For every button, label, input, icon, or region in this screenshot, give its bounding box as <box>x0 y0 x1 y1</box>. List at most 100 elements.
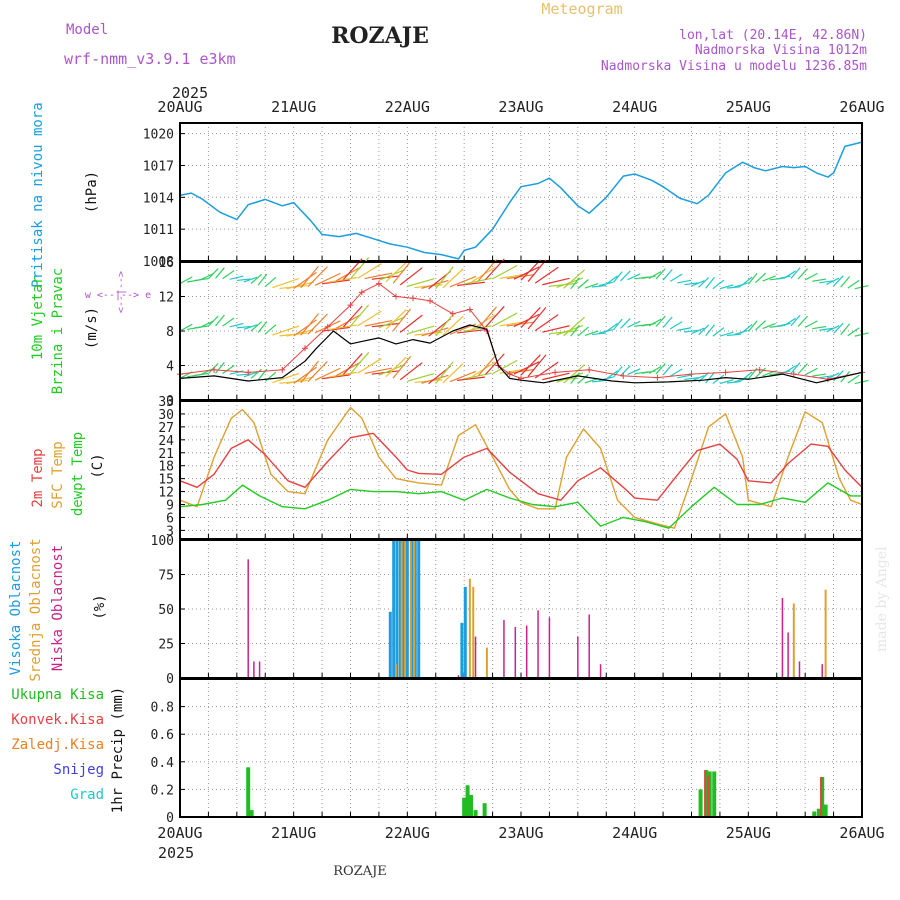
cloud-ytick: 25 <box>158 638 174 653</box>
wind-arrow <box>605 370 618 380</box>
wind-arrow <box>819 327 834 331</box>
wind-arrow <box>264 324 277 335</box>
wind-arrow <box>442 363 464 384</box>
pressure-ytick: 1011 <box>143 223 174 238</box>
wind-arrow <box>812 325 827 330</box>
low-cloud-bar <box>787 632 789 678</box>
mid-cloud-bar <box>394 664 397 678</box>
wind-arrow <box>563 269 586 289</box>
wind-arrow <box>229 322 244 328</box>
wind-arrow <box>833 275 844 287</box>
precip-unit: 1hr Precip (mm) <box>110 687 126 813</box>
wind-arrow <box>755 320 767 331</box>
total-precip-bar <box>249 810 254 817</box>
wind-arrow <box>364 320 393 327</box>
temp-ytick: 24 <box>158 434 174 449</box>
gust-marker <box>552 369 559 376</box>
wind-arrow <box>215 362 225 374</box>
wind-arrow <box>662 269 673 281</box>
model-label: Model <box>66 22 108 38</box>
low-cloud-bar <box>781 597 784 678</box>
gust-marker <box>790 371 797 378</box>
total-precip-bar <box>712 771 717 817</box>
wind-arrow <box>399 314 423 333</box>
gust-marker <box>620 372 627 379</box>
total-precip-bar <box>812 811 817 817</box>
wind-arrow <box>385 356 407 378</box>
high-cloud-bar <box>399 540 403 678</box>
wind-arrow <box>599 329 613 334</box>
compass-vertical-label: <--|--> <box>116 271 127 313</box>
wind-arrow <box>207 268 219 280</box>
high-cloud-bar <box>460 622 464 678</box>
wind-arrow <box>456 329 485 334</box>
wind-arrow <box>449 275 477 288</box>
compass-label: w <--|--> e <box>85 290 151 301</box>
total-precip-bar <box>482 803 487 817</box>
wind-arrow <box>783 270 796 279</box>
wind-arrow <box>740 323 753 334</box>
wind-arrow <box>506 368 535 375</box>
cloud-ylabel-c: Niska Oblacnost <box>50 545 66 671</box>
precip-legend-snow: Snijeg <box>53 762 104 778</box>
wind-arrow <box>378 316 406 329</box>
wind-arrow <box>847 279 860 289</box>
wind-arrow <box>797 315 808 327</box>
cloud-ytick: 0 <box>166 672 174 687</box>
wind-unit: (m/s) <box>84 307 100 349</box>
wind-arrow <box>542 372 570 381</box>
model-elevation-label: Nadmorska Visina u modelu 1236.85m <box>601 59 867 74</box>
gust-marker <box>427 297 434 304</box>
wind-speed-line <box>179 324 863 384</box>
wind-arrow <box>847 374 860 384</box>
total-precip-bar <box>698 789 703 817</box>
high-cloud-bar <box>410 540 414 678</box>
wind-arrow <box>293 366 317 384</box>
wind-arrow <box>300 313 319 336</box>
precip-panel: 0 0.2 0.4 0.6 0.8 <box>151 678 863 826</box>
wind-ytick: 0 <box>166 394 174 409</box>
gust-marker <box>324 323 331 330</box>
low-cloud-bar <box>457 675 460 678</box>
wind-arrow <box>755 272 767 284</box>
wind-arrow <box>513 313 540 328</box>
wind-arrow <box>684 377 699 381</box>
wind-arrow <box>229 275 244 280</box>
wind-arrow <box>783 365 796 374</box>
wind-arrow <box>662 363 673 376</box>
wind-arrow <box>179 276 193 285</box>
wind-arrow <box>222 317 235 327</box>
precip-ytick: 0.6 <box>151 728 174 743</box>
wind-arrow <box>677 327 692 331</box>
wind-arrow <box>464 325 492 332</box>
wind-arrow <box>719 331 734 337</box>
wind-arrow <box>705 276 715 289</box>
precip-legend-total: Ukupna Kisa <box>11 687 104 703</box>
wind-arrow <box>570 324 580 337</box>
temp-ytick: 30 <box>158 408 174 423</box>
wind-arrow <box>812 373 827 377</box>
wind-arrow <box>577 326 589 337</box>
wind-arrow <box>762 275 776 282</box>
high-cloud-bar <box>392 540 396 678</box>
wind-arrow <box>691 374 705 382</box>
temp-unit: (C) <box>90 453 106 478</box>
wind-arrow <box>726 380 742 384</box>
wind-arrow <box>364 367 393 375</box>
mid-cloud-bar <box>468 578 471 678</box>
coords-label: lon,lat (20.14E, 42.86N) <box>679 28 867 43</box>
temp-ytick: 18 <box>158 460 174 475</box>
mid-cloud-bar <box>824 589 827 678</box>
wind-arrow <box>513 361 540 375</box>
wind-arrow <box>705 324 715 337</box>
temp-ytick: 15 <box>158 473 174 488</box>
wind-arrow <box>542 325 570 333</box>
wind-arrow <box>492 264 518 280</box>
wind-arrow <box>527 259 547 282</box>
bottom-date-tick: 21AUG <box>271 824 316 842</box>
wind-arrow <box>293 271 317 290</box>
precip-ytick: 0.4 <box>151 756 175 771</box>
temp-ylabel-c: dewpt Temp <box>70 432 86 516</box>
wind-arrow <box>207 363 219 374</box>
